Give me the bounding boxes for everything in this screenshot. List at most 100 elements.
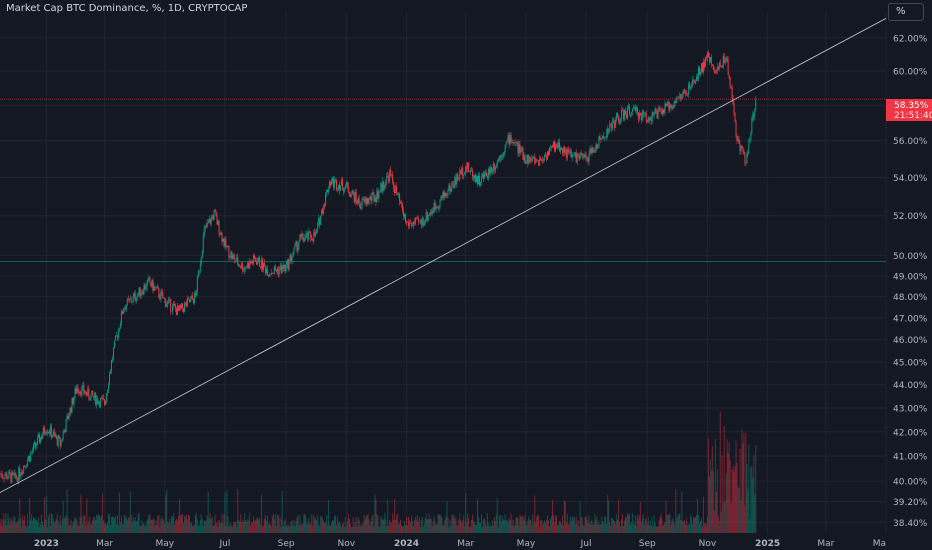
candle-body [544, 155, 546, 160]
candle-body [166, 304, 168, 307]
candle-body [541, 159, 543, 161]
candle-body [726, 58, 728, 60]
volume-bar [686, 518, 688, 533]
volume-bar [167, 521, 169, 533]
volume-bar [164, 523, 166, 533]
volume-bar [190, 522, 192, 533]
volume-bar [470, 526, 472, 533]
candle-body [703, 61, 705, 67]
candle-body [333, 179, 335, 188]
volume-bar [677, 516, 679, 533]
candle-body [622, 110, 624, 112]
candle-body [497, 158, 499, 162]
volume-bar [262, 525, 264, 533]
volume-bar [630, 521, 632, 533]
volume-bar [175, 520, 177, 533]
volume-bar [353, 526, 355, 533]
candle-body [470, 169, 472, 172]
volume-bar [256, 518, 258, 533]
candle-body [203, 228, 205, 236]
volume-bar [114, 515, 116, 533]
candle-body [12, 471, 14, 474]
candle-body [18, 467, 20, 482]
candle-body [560, 147, 562, 150]
candle-body [298, 241, 300, 246]
volume-bar [546, 520, 548, 533]
volume-bar [548, 520, 550, 533]
candle-body [305, 234, 307, 238]
candle-body [607, 128, 609, 134]
volume-bar [152, 519, 154, 533]
candle-body [123, 308, 125, 311]
volume-bar [84, 515, 86, 533]
volume-bar [325, 523, 327, 533]
candle-body [519, 144, 521, 153]
volume-bar [554, 515, 556, 533]
y-axis[interactable]: 62.00%60.00%58.00%56.00%54.00%52.00%50.0… [893, 34, 928, 529]
volume-bar [336, 516, 338, 533]
candle-body [113, 340, 115, 349]
volume-bar [334, 515, 336, 533]
candle-body [126, 298, 128, 306]
volume-bar [534, 495, 536, 533]
candle-body [202, 235, 204, 252]
candle-body [368, 198, 370, 204]
volume-bar [509, 520, 511, 533]
candle-body [356, 200, 358, 204]
volume-bar [553, 522, 555, 533]
volume-bar [39, 524, 41, 533]
volume-bar [422, 526, 424, 533]
volume-bar [97, 515, 99, 533]
volume-bar [178, 515, 180, 533]
volume-bar [15, 521, 17, 533]
volume-bar [332, 521, 334, 533]
volume-bar [375, 499, 377, 533]
candle-body [375, 197, 377, 203]
scale-percent-button[interactable]: % [888, 3, 924, 21]
volume-bar [402, 526, 404, 533]
candle-body [238, 264, 240, 266]
candle-body [119, 323, 121, 329]
candle-body [561, 149, 563, 154]
candle-body [370, 196, 372, 201]
candle-body [56, 436, 58, 446]
candle-body [347, 186, 349, 193]
volume-bar [754, 494, 756, 533]
volume-bar [590, 521, 592, 533]
volume-bar [281, 490, 283, 533]
volume-bar [571, 515, 573, 533]
volume-bar [623, 526, 625, 533]
volume-bar [91, 523, 93, 533]
candle-body [250, 261, 252, 264]
volume-bar [618, 499, 620, 533]
volume-bar [467, 513, 469, 533]
candle-body [0, 473, 1, 475]
volume-bar [667, 515, 669, 533]
candle-body [458, 178, 460, 180]
volume-bar [688, 524, 690, 533]
candle-body [714, 70, 716, 73]
volume-bar [655, 526, 657, 533]
volume-bar [26, 526, 28, 533]
volume-bar [539, 526, 541, 533]
volume-bar [536, 516, 538, 533]
candle-body [645, 113, 647, 122]
volume-bar [27, 513, 29, 533]
candle-body [552, 145, 554, 148]
candle-body [255, 258, 257, 261]
volume-bar [297, 514, 299, 533]
volume-bar [508, 518, 510, 533]
volume-bar [289, 526, 291, 533]
candle-body [380, 183, 382, 193]
volume-bar [594, 513, 596, 533]
volume-bar [407, 517, 409, 533]
volume-bar [557, 525, 559, 533]
volume-bar [449, 519, 451, 533]
volume-bar [2, 519, 4, 533]
candle-body [422, 218, 424, 226]
candle-body [387, 175, 389, 177]
volume-bar [378, 526, 380, 533]
volume-bar [130, 514, 132, 533]
trendline[interactable] [0, 18, 887, 493]
x-axis[interactable]: 2023 Mar May Jul Sep Nov 2024 Mar May Jul Sep Nov 20… [34, 539, 886, 549]
